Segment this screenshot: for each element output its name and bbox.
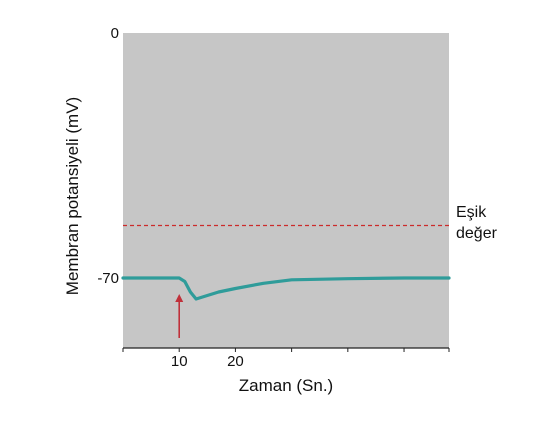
plot-area bbox=[123, 33, 449, 348]
y-tick-label: 0 bbox=[111, 25, 119, 42]
y-axis-title: Membran potansiyeli (mV) bbox=[63, 97, 82, 295]
series-line-0 bbox=[121, 276, 451, 301]
y-tick-label: -70 bbox=[97, 270, 119, 287]
stimulus-arrow-head bbox=[175, 294, 184, 302]
x-tick-label: 20 bbox=[227, 353, 244, 370]
x-axis-title: Zaman (Sn.) bbox=[239, 376, 333, 395]
x-tick-label: 10 bbox=[171, 353, 188, 370]
threshold-label-line2: değer bbox=[456, 225, 498, 242]
threshold-label-line1: Eşik bbox=[456, 204, 487, 221]
